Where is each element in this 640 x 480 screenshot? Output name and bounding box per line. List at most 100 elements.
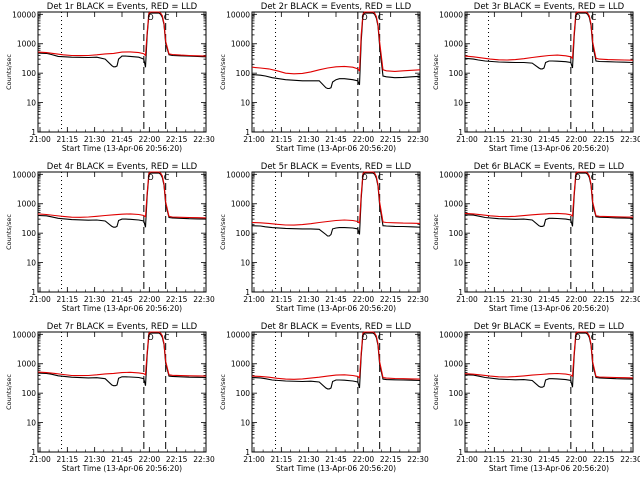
x-tick-label: 22:30 — [193, 295, 215, 304]
x-tick-label: 22:15 — [380, 455, 402, 464]
detector-panel-2: Det 2r BLACK = Events, RED = LLD 1 10 100 10… — [219, 2, 429, 153]
plot-frame — [37, 331, 207, 453]
plot-frame — [251, 171, 421, 293]
x-tick-label: 21:45 — [325, 135, 347, 144]
x-tick-label: 21:00 — [456, 455, 478, 464]
annotation-open: O — [361, 173, 367, 182]
y-tick-label: 10 — [240, 259, 250, 268]
x-tick-label: 21:15 — [271, 295, 293, 304]
y-tick-label: 1 — [31, 448, 36, 457]
plot-frame — [251, 11, 421, 133]
x-tick-label: 22:15 — [166, 135, 188, 144]
x-tick-label: 21:15 — [271, 135, 293, 144]
x-tick-label: 21:30 — [298, 455, 320, 464]
y-tick-label: 1000 — [231, 40, 250, 49]
x-tick-label: 21:30 — [84, 295, 106, 304]
x-tick-label: 21:00 — [243, 135, 265, 144]
y-tick-label: 10000 — [439, 330, 463, 339]
series-line-events — [37, 172, 207, 228]
annotation-closed: C — [591, 13, 597, 22]
y-tick-label: 10000 — [226, 330, 250, 339]
plot-frame — [251, 331, 421, 453]
series-line-events — [37, 332, 207, 387]
y-tick-label: 100 — [449, 229, 464, 238]
panel-title: Det 4r BLACK = Events, RED = LLD — [47, 162, 198, 172]
x-tick-label: 22:15 — [380, 295, 402, 304]
detector-panel-9: Det 9r BLACK = Events, RED = LLD 1 10 100 10… — [432, 322, 640, 473]
series-line-lld — [464, 331, 634, 379]
x-tick-label: 21:30 — [511, 295, 533, 304]
x-tick-label: 22:00 — [353, 455, 375, 464]
y-tick-label: 100 — [236, 69, 251, 78]
series-line-events — [251, 172, 421, 237]
x-tick-label: 21:45 — [111, 295, 133, 304]
x-tick-label: 21:00 — [456, 295, 478, 304]
detector-panel-4: Det 4r BLACK = Events, RED = LLD 1 10 100 10… — [5, 162, 215, 313]
detector-panel-7: Det 7r BLACK = Events, RED = LLD 1 10 100 10… — [5, 322, 215, 473]
series-line-lld — [464, 171, 634, 218]
series-line-events — [464, 12, 634, 70]
y-tick-label: 1 — [245, 128, 250, 137]
x-tick-label: 21:30 — [84, 135, 106, 144]
y-axis-label: Counts/sec — [5, 54, 13, 90]
y-tick-label: 1000 — [444, 200, 463, 209]
x-tick-label: 21:30 — [511, 135, 533, 144]
y-tick-label: 1 — [245, 288, 250, 297]
series-line-events — [37, 12, 207, 68]
y-tick-label: 100 — [22, 229, 37, 238]
x-tick-label: 22:00 — [566, 295, 588, 304]
x-tick-label: 21:45 — [538, 295, 560, 304]
panel-title: Det 1r BLACK = Events, RED = LLD — [47, 2, 198, 12]
y-tick-label: 10000 — [439, 10, 463, 19]
x-tick-label: 21:00 — [29, 295, 51, 304]
series-line-lld — [251, 331, 421, 380]
annotation-open: O — [574, 13, 580, 22]
x-tick-label: 22:15 — [166, 295, 188, 304]
y-tick-label: 1000 — [231, 200, 250, 209]
x-tick-label: 21:15 — [484, 455, 506, 464]
y-tick-label: 10 — [453, 419, 463, 428]
x-tick-label: 21:00 — [243, 455, 265, 464]
x-tick-label: 21:00 — [29, 135, 51, 144]
y-axis-label: Counts/sec — [432, 214, 440, 250]
x-tick-label: 22:30 — [407, 455, 429, 464]
y-tick-label: 10 — [26, 419, 36, 428]
series-line-events — [251, 12, 421, 90]
y-axis-label: Counts/sec — [432, 54, 440, 90]
y-tick-label: 1000 — [444, 40, 463, 49]
annotation-closed: C — [378, 13, 384, 22]
annotation-open: O — [574, 173, 580, 182]
y-tick-label: 10 — [240, 99, 250, 108]
plot-frame — [464, 171, 634, 293]
annotation-open: O — [361, 333, 367, 342]
x-tick-label: 21:00 — [456, 135, 478, 144]
y-axis-label: Counts/sec — [219, 214, 227, 250]
y-tick-label: 10 — [453, 99, 463, 108]
plot-frame — [37, 171, 207, 293]
x-tick-label: 22:30 — [193, 135, 215, 144]
x-axis-label: Start Time (13-Apr-06 20:56:20) — [62, 144, 182, 153]
x-tick-label: 21:30 — [298, 135, 320, 144]
y-tick-label: 100 — [449, 69, 464, 78]
y-tick-label: 1000 — [17, 200, 36, 209]
annotation-closed: C — [591, 333, 597, 342]
x-tick-label: 21:45 — [538, 135, 560, 144]
x-tick-label: 21:45 — [325, 295, 347, 304]
y-tick-label: 1000 — [231, 360, 250, 369]
x-tick-label: 22:15 — [166, 455, 188, 464]
y-tick-label: 10000 — [12, 330, 36, 339]
x-axis-label: Start Time (13-Apr-06 20:56:20) — [276, 464, 396, 473]
y-tick-label: 10 — [26, 99, 36, 108]
x-tick-label: 22:00 — [139, 135, 161, 144]
y-tick-label: 1 — [458, 448, 463, 457]
x-tick-label: 21:45 — [111, 135, 133, 144]
x-tick-label: 22:00 — [139, 455, 161, 464]
y-axis-label: Counts/sec — [5, 214, 13, 250]
x-tick-label: 22:00 — [566, 135, 588, 144]
annotation-closed: C — [164, 13, 170, 22]
annotation-open: O — [147, 13, 153, 22]
y-tick-label: 10 — [26, 259, 36, 268]
detector-panel-6: Det 6r BLACK = Events, RED = LLD 1 10 100 10… — [432, 162, 640, 313]
x-tick-label: 22:00 — [139, 295, 161, 304]
